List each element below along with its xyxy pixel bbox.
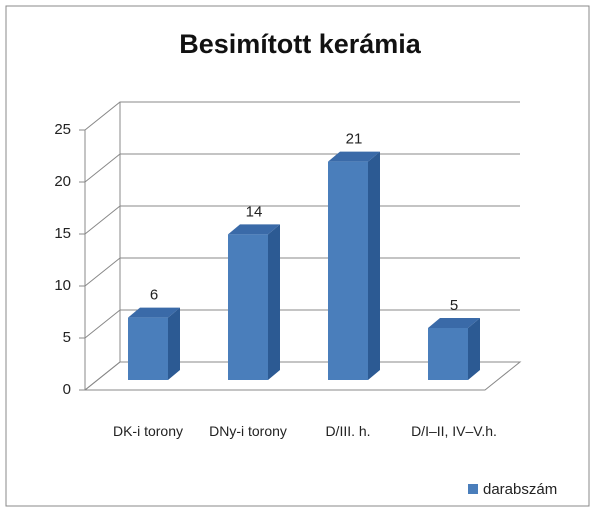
data-label: 21 xyxy=(346,131,363,148)
bar-face xyxy=(428,318,480,328)
chart-title: Besimított kerámia xyxy=(179,29,422,59)
bar-face xyxy=(168,307,180,380)
bar-face xyxy=(228,224,280,235)
y-tick-label: 10 xyxy=(54,277,71,294)
grid-line xyxy=(84,101,520,131)
y-tick-label: 20 xyxy=(54,173,71,190)
grid-line xyxy=(84,309,520,339)
data-label: 6 xyxy=(150,287,158,304)
y-tick-label: 5 xyxy=(63,329,71,346)
x-tick-label: DK-i torony xyxy=(112,423,184,439)
x-tick-label: D/III. h. xyxy=(325,423,371,439)
bar xyxy=(428,318,480,380)
bar-face xyxy=(328,161,368,380)
legend-swatch xyxy=(468,484,478,494)
bar-face xyxy=(468,318,480,380)
bar xyxy=(128,307,180,380)
bar-face xyxy=(328,151,380,162)
grid-line xyxy=(84,205,520,235)
y-tick-label: 15 xyxy=(54,225,71,242)
data-label: 5 xyxy=(450,297,458,314)
grid-line xyxy=(84,257,520,287)
x-tick-label: D/I–II, IV–V.h. xyxy=(411,423,497,439)
x-tick-label: DNy-i torony xyxy=(209,423,287,439)
bar xyxy=(228,224,280,380)
grid-line xyxy=(84,361,520,391)
bar-face xyxy=(368,151,380,380)
data-label: 14 xyxy=(246,203,263,220)
grid-line xyxy=(84,153,520,183)
bar-face xyxy=(128,307,180,318)
bar-face xyxy=(228,234,268,380)
chart-border xyxy=(5,5,590,507)
legend-label: darabszám xyxy=(483,481,557,498)
y-tick-label: 0 xyxy=(63,381,71,398)
bar-face xyxy=(268,224,280,380)
bar xyxy=(328,151,380,380)
y-tick-label: 25 xyxy=(54,121,71,138)
bar-face xyxy=(428,328,468,380)
bar-face xyxy=(128,317,168,380)
